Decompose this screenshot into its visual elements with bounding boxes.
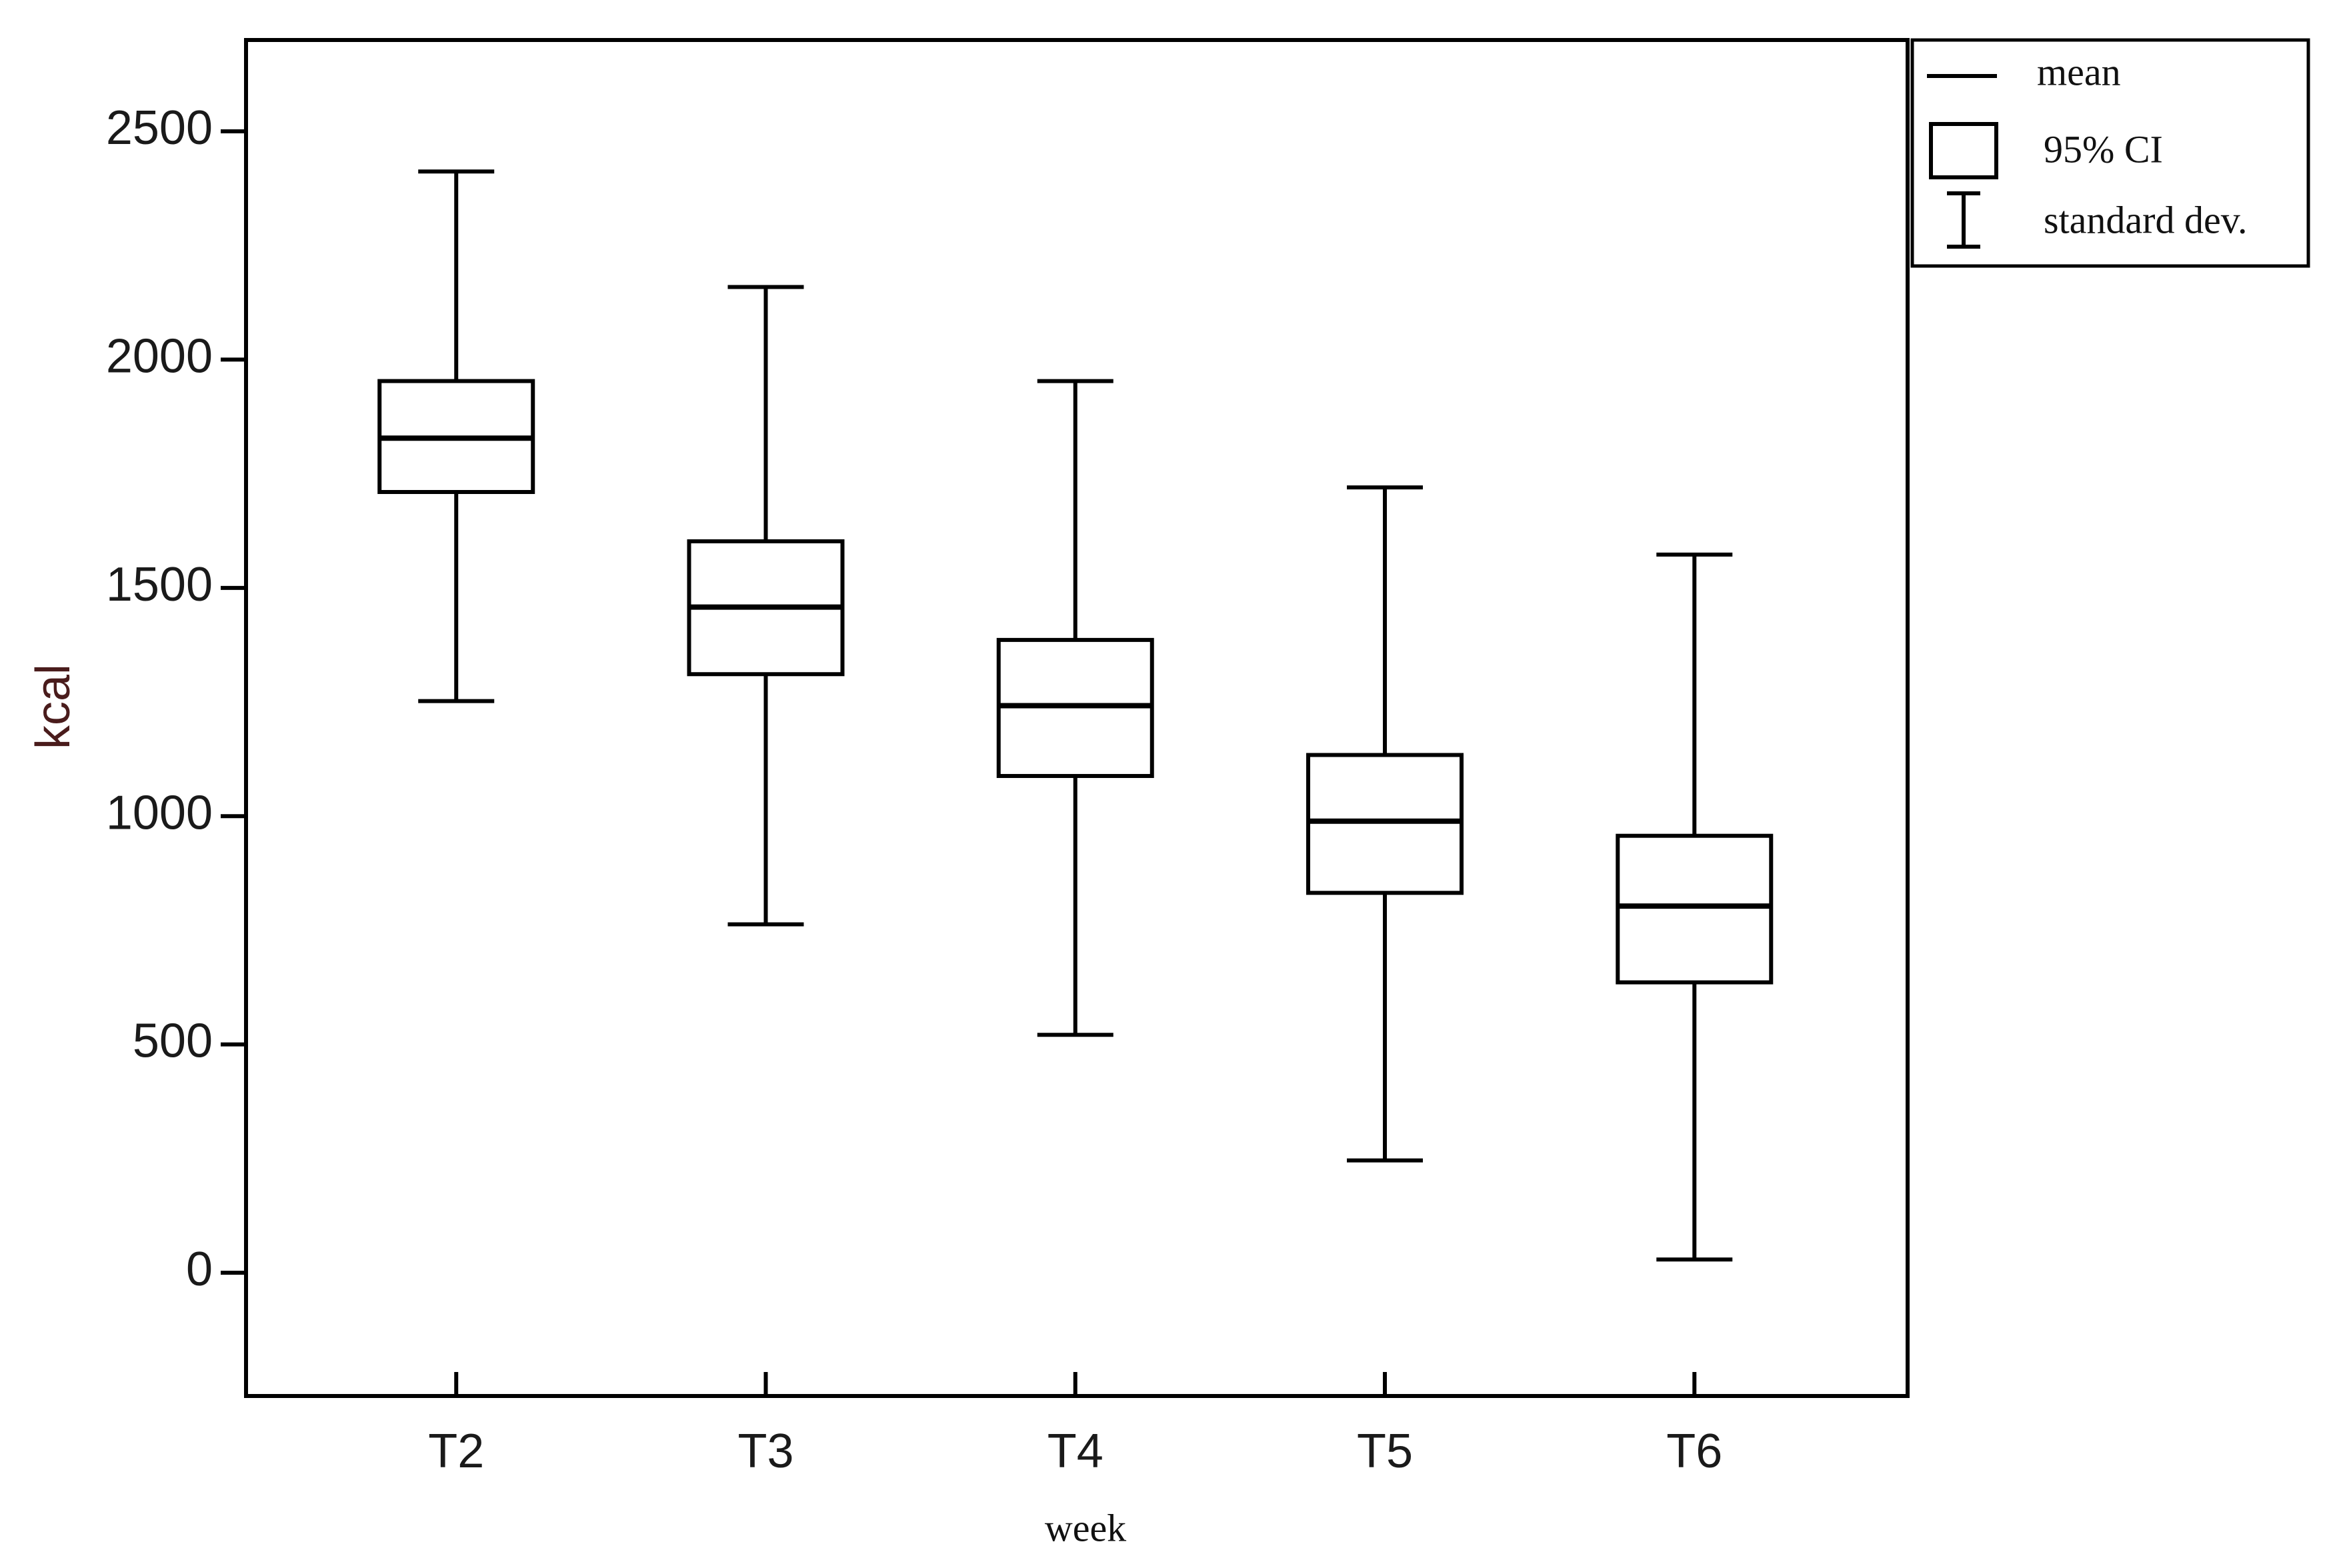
legend-label: standard dev.	[2044, 198, 2247, 241]
ci-box	[1616, 833, 1774, 985]
y-tick-label: 1000	[106, 786, 213, 839]
x-tick-label: T2	[428, 1425, 484, 1478]
ci-box	[1306, 753, 1464, 895]
x-tick-label: T5	[1357, 1425, 1413, 1478]
legend-sd-symbol	[1947, 191, 1980, 249]
x-tick-label: T6	[1666, 1425, 1722, 1478]
y-tick-label: 500	[133, 1015, 213, 1068]
legend-box	[1910, 38, 2310, 268]
y-tick-label: 0	[186, 1243, 213, 1296]
y-tick-label: 2500	[106, 101, 213, 155]
legend-label: mean	[2037, 50, 2121, 93]
x-tick-label: T4	[1047, 1425, 1103, 1478]
x-tick-label: T3	[737, 1425, 793, 1478]
y-axis-label: kcal	[27, 664, 80, 749]
y-tick-label: 2000	[106, 329, 213, 383]
x-axis-label: week	[1045, 1506, 1126, 1549]
legend-ci-symbol	[1929, 122, 1998, 179]
legend-label: 95% CI	[2044, 127, 2163, 171]
y-tick-label: 1500	[106, 558, 213, 611]
